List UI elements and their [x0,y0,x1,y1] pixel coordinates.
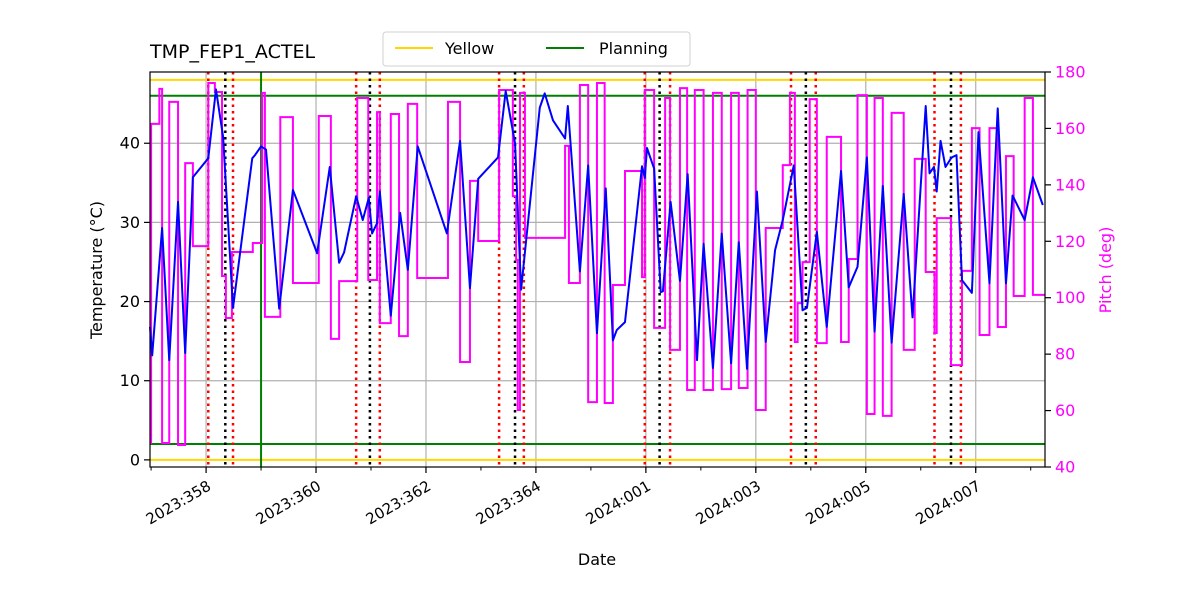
y2-tick-label: 80 [1055,345,1075,364]
x-tick-label: 2024:005 [803,477,874,529]
x-tick-label: 2024:007 [912,477,983,529]
pitch-series-line [150,82,1045,446]
plot-frame [149,71,1046,468]
legend-box [382,31,691,67]
y-tick-label: 20 [120,292,140,311]
y-axis-label: Temperature (°C) [87,201,106,340]
x-tick-label: 2023:358 [143,477,214,529]
y2-tick-label: 100 [1055,288,1086,307]
y2-tick-label: 160 [1055,119,1086,138]
y-tick-label: 40 [120,134,140,153]
y2-tick-label: 180 [1055,63,1086,82]
legend-label-planning: Planning [599,39,668,58]
x-tick-label: 2024:001 [583,477,654,529]
x-axis-label: Date [578,550,616,569]
y-tick-label: 10 [120,371,140,390]
x-tick-label: 2023:360 [253,477,324,529]
x-tick-label: 2024:003 [693,477,764,529]
x-tick-label: 2023:362 [363,477,434,529]
y-axis-right: 40 60 80 100 120 140 160 180 [1045,63,1086,477]
y2-tick-label: 140 [1055,175,1086,194]
y2-tick-label: 40 [1055,458,1075,477]
y-axis-left: 0 10 20 30 40 [120,134,150,469]
legend-label-yellow: Yellow [444,39,494,58]
temperature-series-line [149,88,1044,370]
x-axis: 2023:358 2023:360 2023:362 2023:364 2024:001… [143,467,1032,529]
chart-title: TMP_FEP1_ACTEL [149,41,315,63]
series [149,82,1045,446]
y-tick-label: 30 [120,213,140,232]
y-tick-label: 0 [130,450,140,469]
y2-tick-label: 120 [1055,232,1086,251]
legend: Yellow Planning [382,31,691,67]
x-tick-label: 2023:364 [473,477,544,529]
y2-axis-label: Pitch (deg) [1096,227,1115,314]
y2-tick-label: 60 [1055,401,1075,420]
